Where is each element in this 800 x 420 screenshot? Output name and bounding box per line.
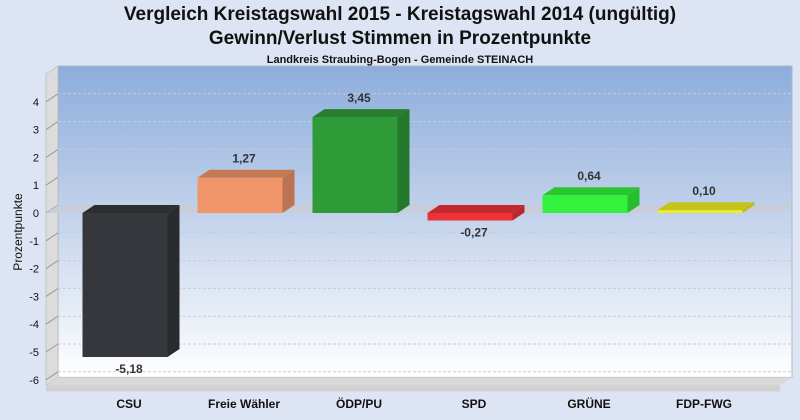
bar-top [312, 109, 410, 118]
tick-mark [45, 121, 59, 131]
bar-top [542, 187, 640, 196]
x-tick-label: CSU [116, 397, 141, 411]
tick-mark [45, 232, 59, 242]
tick-mark [45, 176, 59, 186]
y-axis-label: Prozentpunkte [11, 193, 25, 271]
bar-top [197, 169, 295, 178]
tick-mark [45, 260, 59, 270]
bar-front [197, 177, 283, 213]
bar-front [427, 213, 513, 221]
y-tick-label: -6 [29, 375, 39, 387]
bar-front [657, 210, 743, 213]
x-tick-label: ÖDP/PU [336, 396, 382, 411]
data-label: -5,18 [115, 362, 143, 376]
y-tick-label: 4 [33, 97, 39, 109]
bar-side [512, 205, 525, 221]
bar-spd [427, 205, 525, 221]
bar-freie-w-hler [197, 169, 295, 213]
data-label: 3,45 [347, 91, 371, 105]
data-label: 0,10 [692, 184, 716, 198]
tick-mark [45, 287, 59, 297]
left-wall [45, 65, 59, 386]
bar-side [742, 202, 755, 213]
bar-side [627, 187, 640, 213]
bar-top [427, 205, 525, 213]
tick-mark [45, 93, 59, 103]
bar-front [82, 213, 168, 358]
x-tick-label: Freie Wähler [208, 397, 280, 411]
y-tick-label: -5 [29, 347, 39, 359]
bar--dp-pu [312, 109, 410, 213]
chart-caption: Landkreis Straubing-Bogen - Gemeinde STE… [266, 54, 534, 66]
y-tick-label: -2 [29, 264, 39, 276]
y-tick-label: 1 [33, 180, 39, 192]
floor [46, 377, 792, 386]
y-tick-label: -3 [29, 291, 39, 303]
y-tick-label: 0 [33, 208, 39, 220]
chart-title: Vergleich Kreistagswahl 2015 - Kreistags… [123, 4, 677, 25]
bar-front [542, 195, 628, 213]
x-tick-label: GRÜNE [567, 396, 610, 411]
y-tick-label: -1 [29, 236, 39, 248]
y-tick-label: 3 [33, 125, 39, 137]
bar-side [167, 205, 180, 358]
back-wall [57, 65, 793, 378]
tick-mark [45, 148, 59, 158]
tick-mark [45, 315, 59, 325]
bar-side [397, 109, 410, 213]
bar-csu [82, 205, 180, 358]
tick-mark [45, 343, 59, 353]
data-label: 1,27 [232, 152, 256, 166]
x-tick-label: SPD [462, 397, 487, 411]
data-label: -0,27 [460, 226, 488, 240]
bar-fdp-fwg [657, 202, 755, 213]
bar-side [282, 169, 295, 213]
bar-top [82, 205, 180, 213]
x-tick-label: FDP-FWG [676, 397, 732, 411]
chart-subtitle: Gewinn/Verlust Stimmen in Prozentpunkte [208, 28, 592, 49]
bar-gr-ne [542, 187, 640, 213]
bar-top [657, 202, 755, 211]
floor-front [46, 385, 780, 392]
tick-mark [45, 371, 59, 381]
y-tick-label: -4 [29, 319, 39, 331]
bar-front [312, 117, 398, 213]
y-tick-label: 2 [33, 152, 39, 164]
data-label: 0,64 [577, 169, 601, 183]
